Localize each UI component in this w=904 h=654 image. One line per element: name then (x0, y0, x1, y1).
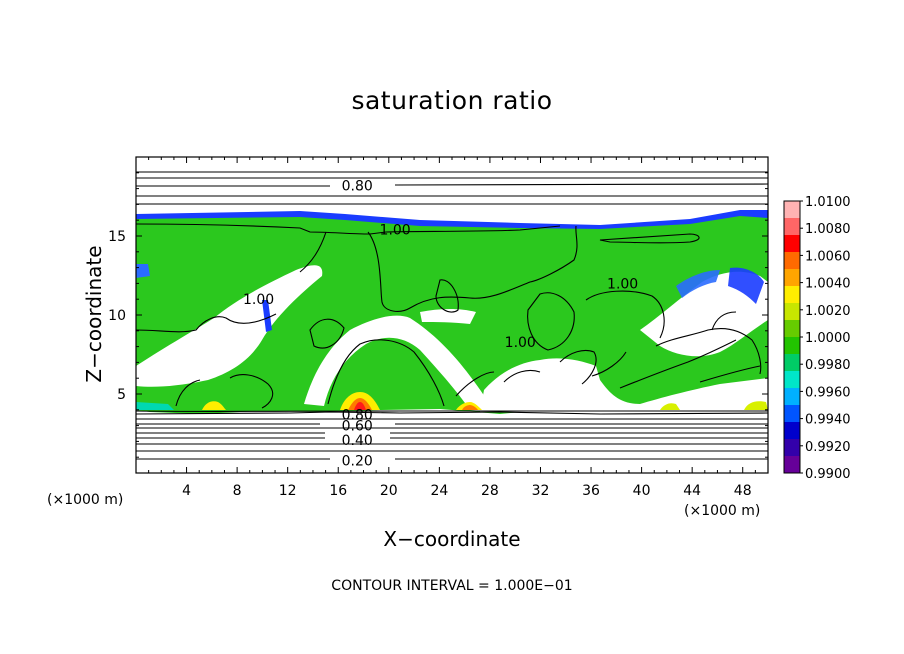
field-region-red-1 (354, 402, 366, 410)
colorbar-swatch-11 (784, 388, 800, 406)
colorbar-label-5: 1.0000 (805, 331, 851, 346)
field-region-blue-1 (676, 270, 720, 298)
x-tick-label-11: 48 (734, 483, 752, 499)
x-axis-label: X−coordinate (383, 527, 521, 551)
colorbar-swatch-3 (784, 252, 800, 270)
y-tick-label-1: 10 (108, 308, 126, 324)
x-tick-label-9: 40 (633, 483, 651, 499)
y-tick-label-0: 5 (117, 387, 126, 403)
colorbar-label-9: 0.9920 (805, 440, 851, 455)
x-tick-label-1: 8 (233, 483, 242, 499)
field-region-blue-4 (262, 300, 272, 332)
contour-labels: 0.801.001.001.001.000.800.600.400.20 (243, 178, 638, 469)
field-region-cyan-1 (136, 402, 174, 410)
contour-label-1: 1.00 (380, 223, 411, 239)
colorbar-swatch-15 (784, 456, 800, 474)
colorbar-swatch-7 (784, 320, 800, 338)
colorbar-swatch-5 (784, 286, 800, 304)
colorbar-swatch-8 (784, 337, 800, 355)
field-region-yellow-5 (744, 401, 768, 410)
colorbar-swatch-13 (784, 422, 800, 440)
contour-label-5: 0.80 (342, 408, 373, 424)
x-tick-label-10: 44 (683, 483, 701, 499)
colorbar-label-8: 0.9940 (805, 413, 851, 428)
x-tick-label-6: 28 (481, 483, 499, 499)
colorbar-swatch-4 (784, 269, 800, 287)
colorbar-label-2: 1.0060 (805, 249, 851, 264)
colorbar-swatch-6 (784, 303, 800, 321)
contour-label-0: 0.80 (342, 178, 373, 194)
saturation-field (136, 157, 768, 473)
contour-label-4: 1.00 (505, 335, 536, 351)
field-region-blue-2 (728, 267, 764, 304)
contour-label-7: 0.40 (342, 433, 373, 449)
field-region-yellow-3 (202, 401, 226, 410)
x-tick-label-5: 24 (430, 483, 448, 499)
colorbar-label-3: 1.0040 (805, 277, 851, 292)
field-region-white-1 (136, 265, 323, 387)
x-unit-label-left: (×1000 m) (47, 492, 124, 508)
field-region-white-3 (480, 358, 768, 412)
colorbar-label-4: 1.0020 (805, 304, 851, 319)
colorbar-label-1: 1.0080 (805, 222, 851, 237)
x-tick-label-4: 20 (380, 483, 398, 499)
field-region-blue-3 (136, 264, 150, 278)
x-tick-label-3: 16 (329, 483, 347, 499)
field-region-orange-2 (462, 405, 478, 410)
field-region-white-2 (304, 315, 494, 412)
colorbar-swatch-12 (784, 405, 800, 423)
contour-interval-text: CONTOUR INTERVAL = 1.000E−01 (331, 578, 573, 594)
colorbar-swatch-1 (784, 218, 800, 236)
x-tick-label-2: 12 (279, 483, 297, 499)
colorbar-label-10: 0.9900 (805, 467, 851, 482)
contour-lines (136, 170, 768, 460)
field-region-white-5 (420, 309, 476, 324)
y-tick-label-2: 15 (108, 229, 126, 245)
x-tick-label-0: 4 (182, 483, 191, 499)
contour-label-8: 0.20 (342, 453, 373, 469)
colorbar-swatch-0 (784, 201, 800, 219)
colorbar-swatch-14 (784, 439, 800, 457)
field-region-yellow-4 (660, 403, 680, 410)
chart-title: saturation ratio (351, 86, 553, 115)
x-tick-label-7: 32 (532, 483, 550, 499)
colorbar-swatch-9 (784, 354, 800, 372)
contour-label-3: 1.00 (243, 292, 274, 308)
field-region-white-4 (640, 271, 768, 357)
x-tick-label-8: 36 (582, 483, 600, 499)
contour-label-2: 1.00 (607, 276, 638, 292)
colorbar: 1.0100 1.0080 1.0060 1.0040 1.0020 1.0000 0.99… (783, 195, 851, 482)
colorbar-label-0: 1.0100 (805, 195, 851, 210)
colorbar-swatch-2 (784, 235, 800, 253)
colorbar-label-6: 0.9980 (805, 358, 851, 373)
x-unit-label-right: (×1000 m) (684, 503, 761, 519)
colorbar-swatch-10 (784, 371, 800, 389)
contour-label-6: 0.60 (342, 419, 373, 435)
colorbar-label-7: 0.9960 (805, 385, 851, 400)
field-region-blue-top (136, 210, 768, 229)
